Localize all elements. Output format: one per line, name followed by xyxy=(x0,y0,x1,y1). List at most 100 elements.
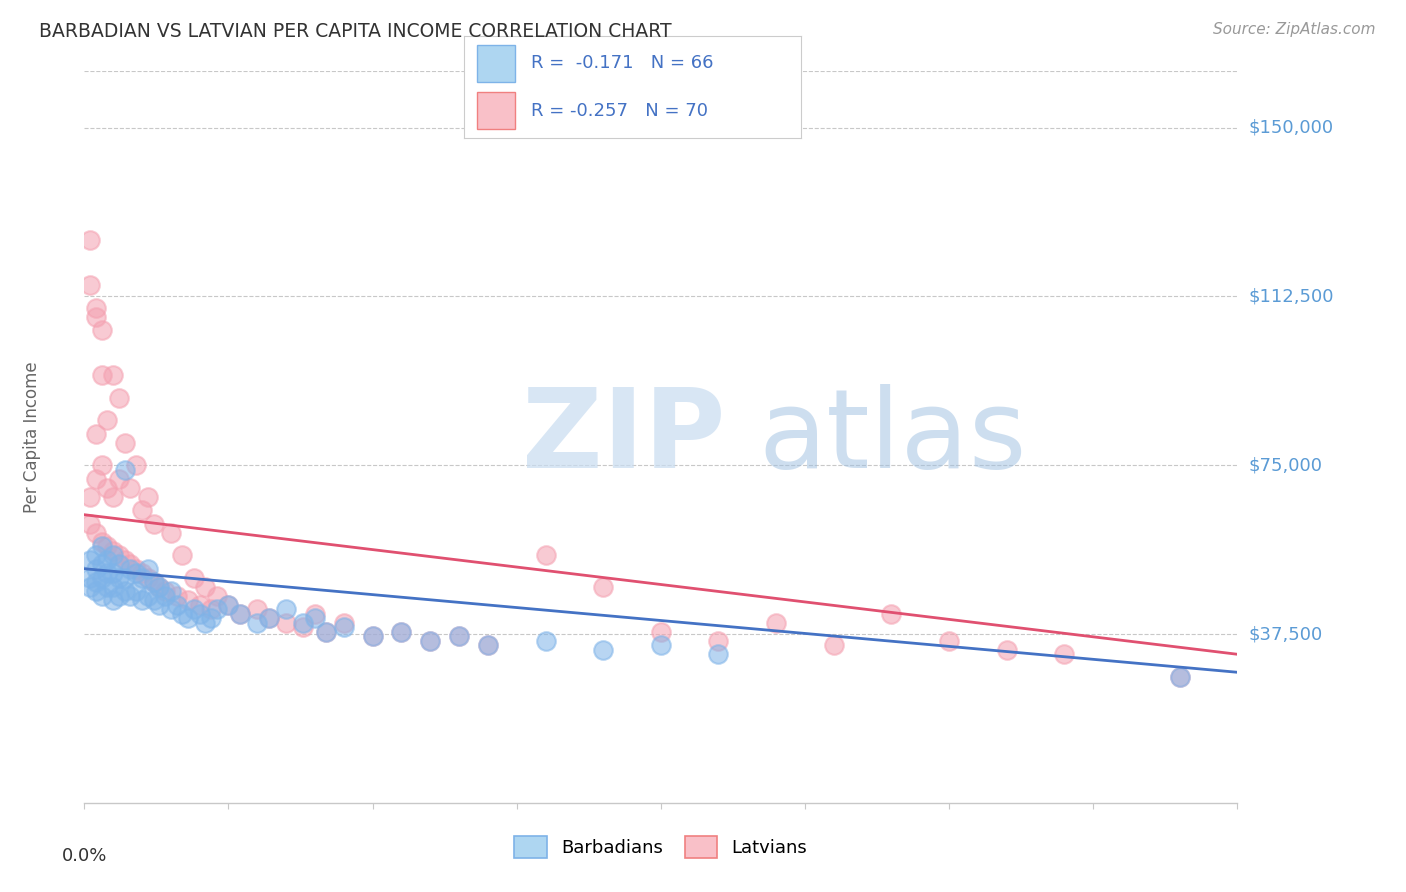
Point xyxy=(419,633,441,648)
Point xyxy=(90,571,112,585)
Text: R = -0.257   N = 70: R = -0.257 N = 70 xyxy=(531,102,709,120)
Text: $112,500: $112,500 xyxy=(1249,287,1334,305)
Point xyxy=(108,589,131,603)
Point xyxy=(131,566,153,581)
Point xyxy=(361,629,384,643)
Point xyxy=(477,638,499,652)
Point xyxy=(142,593,165,607)
Point xyxy=(995,642,1018,657)
Point xyxy=(292,615,315,630)
Point xyxy=(218,598,240,612)
Point xyxy=(142,516,165,531)
Point xyxy=(79,516,101,531)
Point xyxy=(79,571,101,585)
Point xyxy=(183,602,205,616)
Point xyxy=(108,558,131,572)
Point xyxy=(108,472,131,486)
Point xyxy=(938,633,960,648)
Point xyxy=(90,589,112,603)
Point xyxy=(90,539,112,553)
Point xyxy=(84,562,107,576)
Point xyxy=(84,548,107,562)
Point xyxy=(183,571,205,585)
Point xyxy=(205,602,228,616)
Point xyxy=(166,598,188,612)
Text: Per Capita Income: Per Capita Income xyxy=(24,361,42,513)
Point xyxy=(125,562,148,576)
Point xyxy=(131,593,153,607)
Point xyxy=(96,566,118,581)
Point xyxy=(188,598,211,612)
Point xyxy=(136,571,159,585)
Point xyxy=(114,463,136,477)
Point xyxy=(136,562,159,576)
Point xyxy=(84,310,107,324)
Point xyxy=(84,584,107,599)
Point xyxy=(103,490,124,504)
Point xyxy=(449,629,471,643)
Point xyxy=(148,598,170,612)
Point xyxy=(103,593,124,607)
Point xyxy=(114,571,136,585)
Point xyxy=(246,615,269,630)
Text: atlas: atlas xyxy=(759,384,1028,491)
Point xyxy=(534,548,557,562)
Text: $75,000: $75,000 xyxy=(1249,456,1323,475)
Point xyxy=(120,481,142,495)
Point xyxy=(177,593,200,607)
Point xyxy=(257,611,280,625)
Point xyxy=(419,633,441,648)
Point xyxy=(153,589,176,603)
Point xyxy=(114,584,136,599)
Point xyxy=(218,598,240,612)
Point xyxy=(114,435,136,450)
Point xyxy=(90,458,112,473)
Text: R =  -0.171   N = 66: R = -0.171 N = 66 xyxy=(531,54,714,72)
Text: Source: ZipAtlas.com: Source: ZipAtlas.com xyxy=(1212,22,1375,37)
Point xyxy=(153,584,176,599)
Point xyxy=(160,584,183,599)
Point xyxy=(257,611,280,625)
Point xyxy=(276,602,298,616)
Point xyxy=(200,611,222,625)
Point xyxy=(103,368,124,383)
Point xyxy=(90,534,112,549)
Point xyxy=(142,575,165,590)
Point xyxy=(534,633,557,648)
Point xyxy=(84,575,107,590)
Text: $37,500: $37,500 xyxy=(1249,625,1323,643)
Text: $150,000: $150,000 xyxy=(1249,119,1333,136)
Point xyxy=(160,525,183,540)
Point xyxy=(96,553,118,567)
Text: ZIP: ZIP xyxy=(523,384,725,491)
Text: BARBADIAN VS LATVIAN PER CAPITA INCOME CORRELATION CHART: BARBADIAN VS LATVIAN PER CAPITA INCOME C… xyxy=(39,22,672,41)
Point xyxy=(120,558,142,572)
Point xyxy=(229,607,252,621)
Point xyxy=(160,602,183,616)
Point xyxy=(205,589,228,603)
Point xyxy=(103,543,124,558)
Point xyxy=(592,642,614,657)
Point xyxy=(84,472,107,486)
Point xyxy=(131,571,153,585)
Point xyxy=(84,525,107,540)
Point xyxy=(650,624,672,639)
Point xyxy=(449,629,471,643)
Point xyxy=(1053,647,1076,661)
Point xyxy=(79,233,101,247)
Point xyxy=(103,580,124,594)
Point xyxy=(90,558,112,572)
Point xyxy=(120,562,142,576)
Point xyxy=(477,638,499,652)
Point xyxy=(108,571,131,585)
Point xyxy=(333,615,356,630)
FancyBboxPatch shape xyxy=(478,45,515,82)
Legend: Barbadians, Latvians: Barbadians, Latvians xyxy=(505,827,817,867)
Point xyxy=(114,553,136,567)
Point xyxy=(79,490,101,504)
Point xyxy=(650,638,672,652)
Point xyxy=(96,539,118,553)
Point xyxy=(96,580,118,594)
Point xyxy=(125,584,148,599)
Point xyxy=(136,490,159,504)
